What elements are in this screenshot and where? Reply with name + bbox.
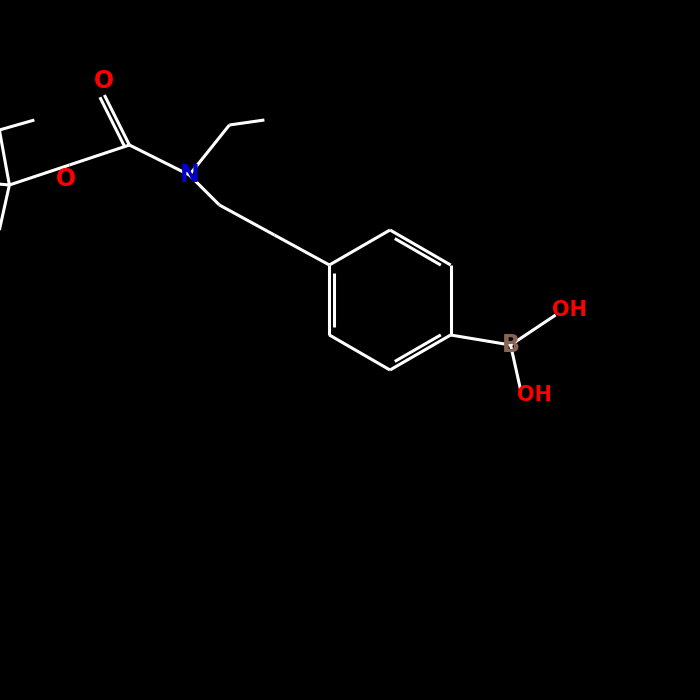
Text: OH: OH [517,385,552,405]
Text: O: O [94,69,114,93]
Text: O: O [56,167,76,191]
Text: OH: OH [552,300,587,320]
Text: N: N [179,163,200,187]
Text: B: B [502,333,519,357]
